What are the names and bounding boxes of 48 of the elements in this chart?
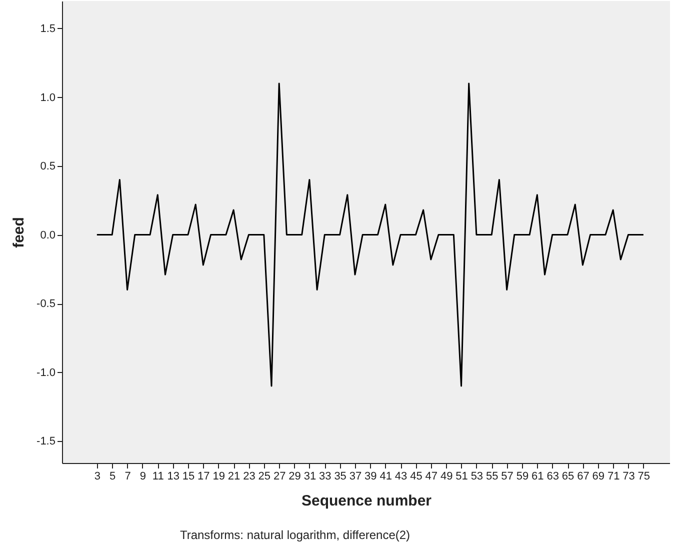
x-tick-label: 9 (140, 470, 146, 482)
y-tick-label: -1.5 (36, 436, 56, 448)
x-tick-label: 65 (562, 470, 574, 482)
x-tick-label: 37 (349, 470, 362, 482)
x-tick-label: 3 (94, 470, 100, 482)
x-tick-label: 31 (304, 470, 316, 482)
y-tick-label: 1.0 (40, 92, 56, 104)
x-tick-label: 17 (198, 470, 210, 482)
x-tick-label: 67 (577, 470, 590, 482)
x-tick-label: 71 (607, 470, 620, 482)
x-tick-label: 25 (258, 470, 271, 482)
x-tick-label: 19 (212, 470, 225, 482)
x-tick-label: 41 (380, 470, 392, 482)
y-tick-label: 0.5 (40, 160, 56, 172)
x-tick-label: 57 (501, 470, 514, 482)
x-tick-label: 69 (592, 470, 605, 482)
x-tick-label: 23 (243, 470, 256, 482)
x-tick-label: 43 (394, 470, 408, 482)
x-tick-label: 63 (546, 470, 559, 482)
x-tick-label: 47 (425, 470, 438, 482)
x-tick-label: 21 (228, 470, 240, 482)
x-tick-label: 15 (182, 470, 195, 482)
x-tick-label: 5 (110, 470, 116, 482)
x-tick-label: 45 (410, 470, 422, 482)
x-tick-label: 39 (364, 470, 377, 482)
line-series (96, 82, 644, 387)
x-tick-label: 59 (516, 470, 529, 482)
x-tick-label: 55 (486, 470, 498, 482)
x-tick-label: 53 (470, 470, 484, 482)
x-tick-label: 27 (273, 470, 286, 482)
y-tick-label: 1.5 (40, 23, 56, 35)
x-tick-label: 33 (319, 470, 332, 482)
x-tick-label: 75 (638, 470, 650, 482)
x-tick-label: 11 (152, 470, 164, 482)
x-axis-title: Sequence number (301, 492, 432, 510)
x-tick-label: 29 (288, 470, 301, 482)
x-tick-label: 51 (456, 470, 468, 482)
y-tick-label: 0.0 (40, 229, 56, 242)
y-axis-title: feed (10, 217, 28, 248)
x-tick-label: 61 (532, 470, 544, 482)
x-tick-label: 35 (334, 470, 346, 482)
x-tick-label: 73 (622, 470, 635, 482)
text: Transforms: natural logarithm, difference(2) (178, 528, 412, 542)
y-tick-label: -0.5 (36, 298, 56, 310)
x-tick-label: 7 (124, 470, 131, 482)
x-tick-label: 49 (440, 470, 453, 482)
y-tick-label: -1.0 (36, 366, 56, 379)
x-tick-label: 13 (167, 470, 180, 482)
